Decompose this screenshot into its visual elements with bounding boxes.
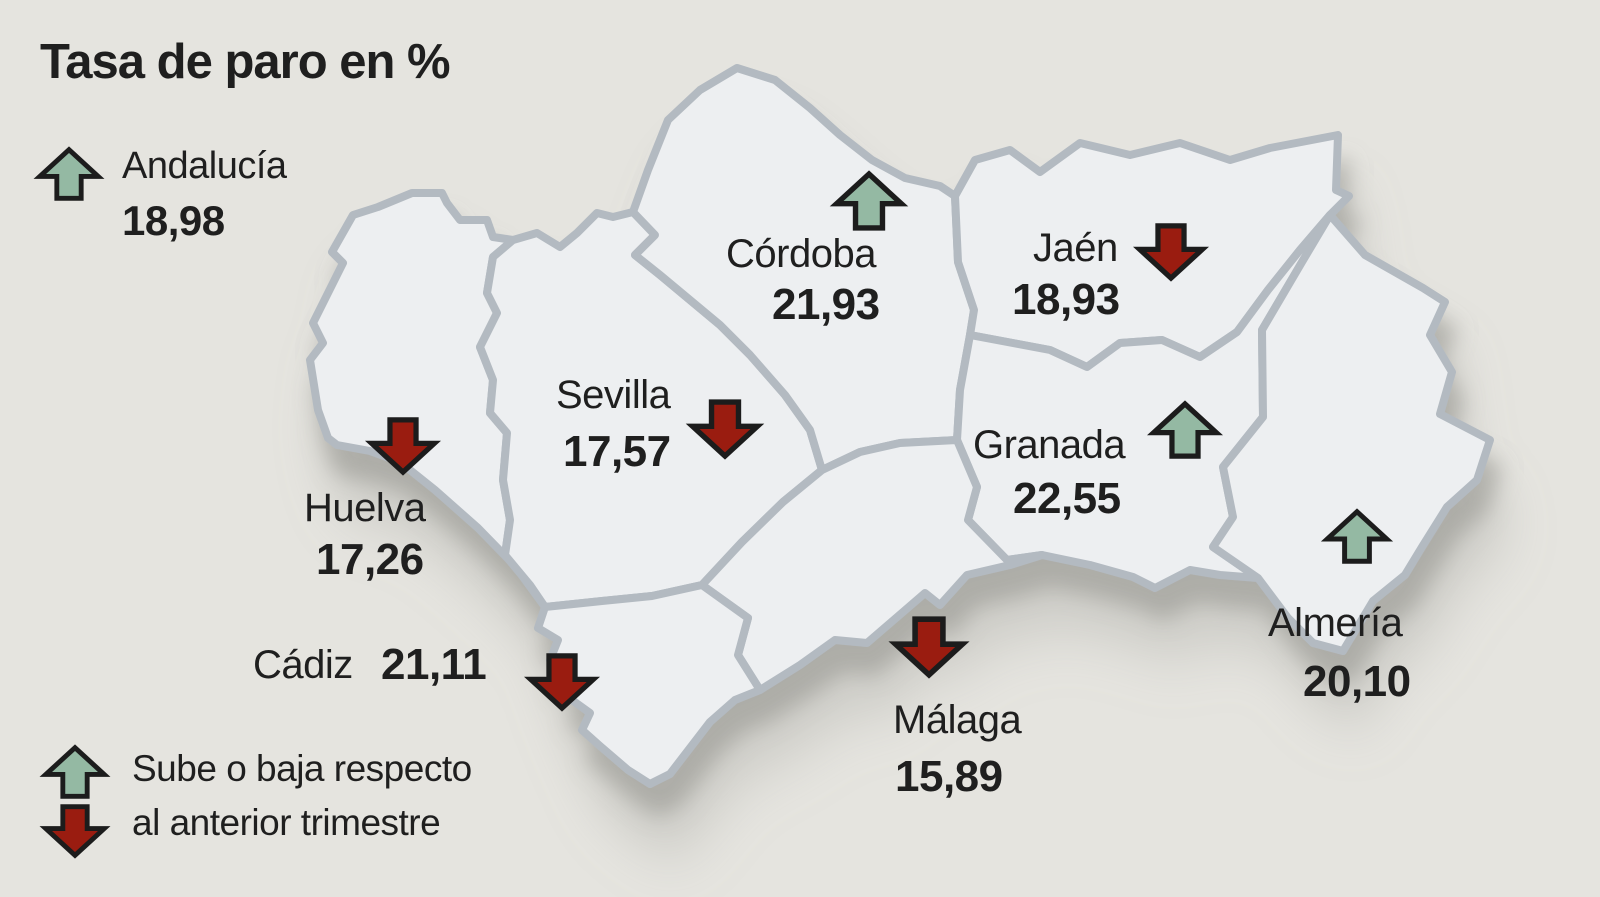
page-title: Tasa de paro en % [40,35,451,89]
jaen-label: Jaén [1033,226,1118,270]
jaen-value: 18,93 [1012,275,1120,324]
granada-label: Granada [973,423,1126,467]
huelva-value: 17,26 [316,535,424,584]
legend-text-line2: al anterior trimestre [132,802,441,843]
cadiz-trend-down-icon [520,652,604,712]
cadiz-value: 21,11 [381,640,487,689]
andalucia-value: 18,98 [122,197,225,244]
jaen-trend-down-icon [1133,222,1209,282]
cordoba-value: 21,93 [772,280,880,329]
sevilla-label: Sevilla [556,373,671,417]
province-shape-malaga [698,436,1046,694]
malaga-label: Málaga [893,698,1022,742]
granada-trend-up-icon [1146,400,1224,460]
malaga-value: 15,89 [895,752,1003,801]
almeria-value: 20,10 [1303,657,1411,706]
legend-down-arrow-icon [36,803,114,859]
huelva-trend-down-icon [362,416,444,476]
almeria-trend-up-icon [1317,508,1397,565]
granada-value: 22,55 [1013,474,1121,523]
cordoba-trend-up-icon [830,170,908,232]
cordoba-label: Córdoba [726,232,876,276]
andalucia-label: Andalucía [122,145,287,187]
sevilla-trend-down-icon [687,398,763,460]
map-provinces [306,64,1494,788]
province-shape-almeria [1209,211,1494,655]
legend-up-arrow-icon [36,744,114,800]
malaga-trend-down-icon [891,615,967,679]
almeria-label: Almería [1268,601,1403,645]
sevilla-value: 17,57 [563,427,671,476]
legend-text-line1: Sube o baja respecto [132,748,472,789]
andalucia-trend-up-icon [34,146,104,202]
cadiz-label: Cádiz [253,643,353,687]
huelva-label: Huelva [304,486,426,530]
